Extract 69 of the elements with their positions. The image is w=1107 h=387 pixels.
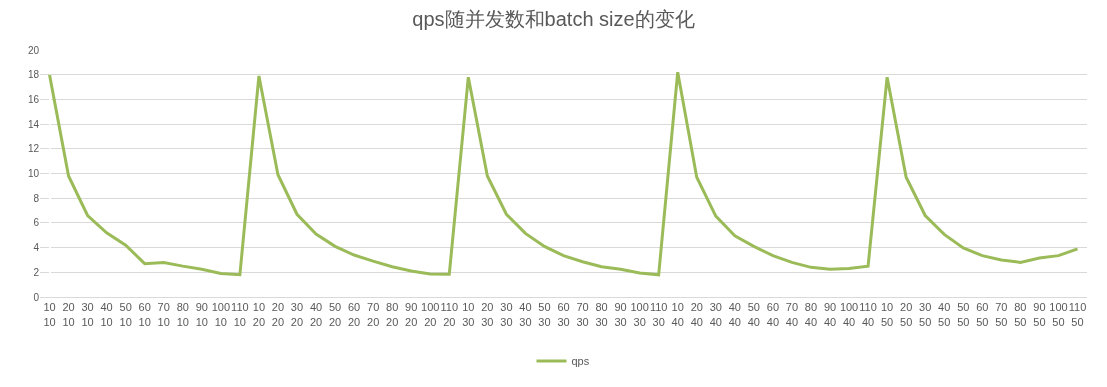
x-tick-label: 50 10 [119, 301, 132, 328]
x-tick-label: 80 40 [804, 301, 818, 328]
x-tick-label: 100 50 [1049, 301, 1068, 328]
x-tick-label: 90 50 [1033, 301, 1046, 328]
x-tick-label: 70 40 [785, 301, 799, 328]
y-tick-label: 10 [27, 168, 40, 179]
x-tick-label: 70 30 [576, 301, 589, 328]
x-tick-label: 100 10 [211, 301, 231, 328]
x-tick-label: 60 40 [766, 301, 780, 328]
y-tick-label: 12 [27, 143, 40, 155]
y-tick-label: 8 [33, 192, 40, 204]
x-tick-label: 70 50 [995, 301, 1008, 328]
x-tick-label: 90 20 [405, 301, 418, 328]
x-tick-label: 20 20 [271, 301, 285, 328]
x-tick-label: 40 20 [309, 301, 323, 328]
y-tick-label: 6 [33, 217, 40, 229]
y-tick-label: 0 [33, 291, 40, 303]
x-tick-label: 80 50 [1014, 301, 1027, 328]
x-tick-label: 70 20 [367, 301, 380, 328]
y-tick-label: 18 [27, 69, 40, 81]
x-tick-label: 30 40 [709, 301, 722, 328]
line-series [48, 70, 1079, 277]
x-tick-label: 40 30 [519, 301, 532, 328]
x-tick-label: 90 10 [195, 301, 208, 328]
x-tick-label: 70 10 [157, 301, 170, 328]
y-tick-label: 20 [27, 44, 40, 56]
x-tick-label: 20 30 [481, 301, 494, 328]
x-tick-label: 60 30 [557, 301, 570, 328]
x-tick-label: 110 20 [440, 301, 459, 328]
x-tick-label: 10 10 [43, 301, 56, 328]
x-tick-label: 20 40 [690, 301, 703, 328]
x-tick-label: 50 40 [747, 301, 760, 328]
x-tick-label: 90 40 [823, 301, 837, 328]
x-tick-label: 110 10 [231, 301, 249, 328]
x-tick-label: 10 30 [462, 301, 475, 328]
x-tick-label: 60 20 [347, 301, 361, 328]
y-tick-label: 14 [27, 118, 40, 130]
x-tick-label: 40 10 [100, 301, 113, 328]
x-tick-label: 110 40 [859, 301, 877, 328]
x-tick-label: 10 20 [252, 301, 266, 328]
x-tick-label: 30 30 [500, 301, 513, 328]
x-tick-label: 40 50 [938, 301, 951, 328]
x-tick-label: 50 50 [957, 301, 970, 328]
x-tick-label: 50 20 [328, 301, 342, 328]
x-tick-label: 110 50 [1068, 301, 1087, 328]
legend-label: qps [571, 355, 590, 368]
y-tick-label: 4 [33, 242, 40, 254]
x-tick-label: 30 10 [81, 301, 94, 328]
x-tick-label: 60 50 [976, 301, 989, 328]
x-tick-label: 80 10 [176, 301, 189, 328]
x-tick-label: 30 20 [290, 301, 304, 328]
x-tick-label: 40 40 [728, 301, 741, 328]
x-tick-label: 30 50 [919, 301, 932, 328]
x-tick-label: 80 20 [386, 301, 399, 328]
x-tick-label: 20 10 [62, 301, 75, 328]
x-tick-label: 100 30 [630, 301, 649, 328]
x-tick-label: 10 50 [880, 301, 894, 328]
y-tick-label: 16 [27, 93, 40, 105]
x-tick-label: 110 30 [649, 301, 668, 328]
x-tick-label: 80 30 [595, 301, 608, 328]
x-tick-label: 20 50 [900, 301, 913, 328]
x-tick-label: 90 30 [614, 301, 627, 328]
y-tick-label: 2 [33, 266, 40, 278]
chart-title: qps随并发数和batch size的变化 [412, 7, 695, 30]
x-tick-label: 50 30 [538, 301, 551, 328]
x-tick-label: 100 20 [421, 301, 440, 328]
x-tick-label: 100 40 [839, 301, 859, 328]
x-tick-label: 10 40 [671, 301, 684, 328]
x-tick-label: 60 10 [138, 301, 151, 328]
